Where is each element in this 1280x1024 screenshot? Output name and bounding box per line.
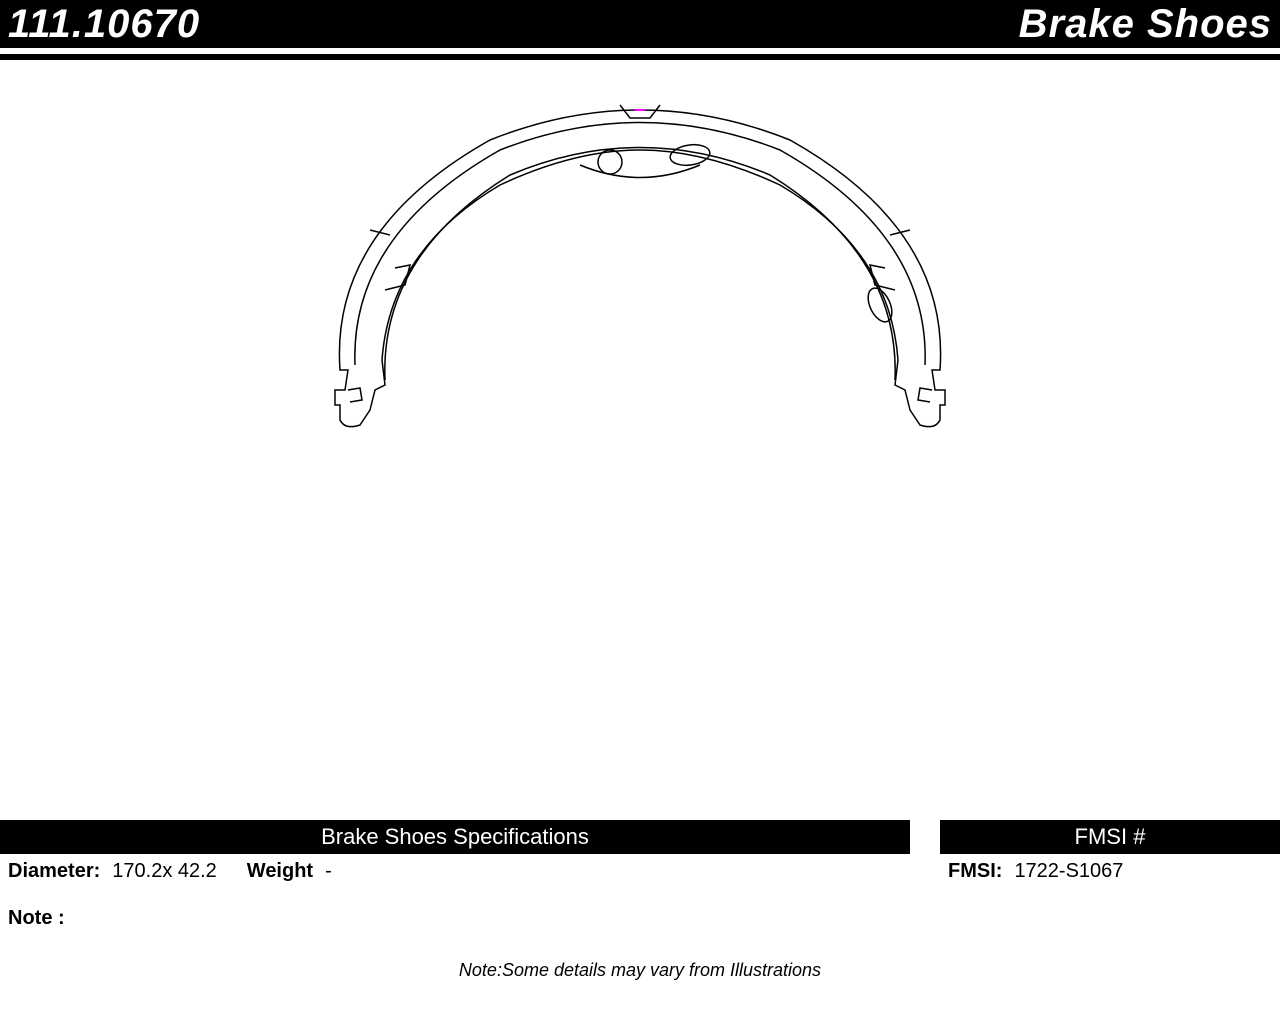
product-type: Brake Shoes: [1019, 2, 1272, 47]
illustration-area: [0, 60, 1280, 820]
note-label: Note :: [8, 907, 65, 929]
spec-body: Diameter: 170.2x 42.2 Weight -: [0, 854, 910, 889]
part-number: 111.10670: [8, 2, 200, 47]
spec-header: Brake Shoes Specifications: [0, 820, 910, 854]
spec-section: Brake Shoes Specifications Diameter: 170…: [0, 820, 1280, 930]
spec-label-weight: Weight: [247, 860, 313, 883]
note-row: Note :: [0, 889, 910, 930]
spec-right-panel: FMSI # FMSI: 1722-S1067: [940, 820, 1280, 930]
disclaimer: Note:Some details may vary from Illustra…: [0, 930, 1280, 981]
spec-label-diameter: Diameter:: [8, 860, 100, 883]
fmsi-body: FMSI: 1722-S1067: [940, 854, 1280, 889]
brake-shoe-drawing: [240, 90, 1040, 490]
spec-row-diameter: Diameter: 170.2x 42.2: [8, 860, 217, 883]
header-bar: 111.10670 Brake Shoes: [0, 0, 1280, 48]
fmsi-row: FMSI: 1722-S1067: [948, 860, 1123, 883]
spec-left-panel: Brake Shoes Specifications Diameter: 170…: [0, 820, 910, 930]
fmsi-value: 1722-S1067: [1014, 860, 1123, 883]
spec-row-weight: Weight -: [247, 860, 332, 883]
spec-value-diameter: 170.2x 42.2: [112, 860, 217, 883]
spec-value-weight: -: [325, 860, 332, 883]
fmsi-header: FMSI #: [940, 820, 1280, 854]
fmsi-label: FMSI:: [948, 860, 1002, 883]
